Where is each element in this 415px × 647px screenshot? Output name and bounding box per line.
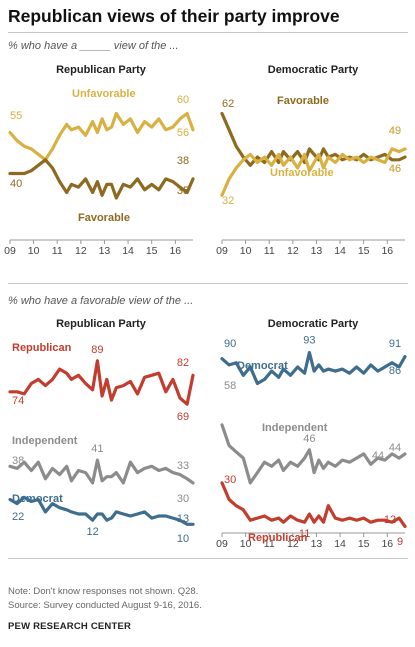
x-tick-label: 12 [287,245,299,257]
x-tick-label: 14 [334,538,346,550]
series-line-unfavorable [8,111,195,162]
data-label-end-high: 44 [389,442,401,454]
data-label-end-high: 38 [177,155,189,167]
source-org-logo: PEW RESEARCH CENTER [8,621,132,632]
series-name-independent: Independent [12,435,78,447]
data-label-end-high: 13 [177,513,189,525]
series-line-independent [8,458,195,485]
x-tick-label: 12 [75,245,87,257]
data-label-peak: 93 [303,334,315,346]
series-line-democrat [220,350,407,386]
x-tick-label: 11 [264,245,275,257]
data-label-start: 55 [10,110,22,122]
x-tick-label: 14 [122,245,134,257]
panel-title-republican-party: Republican Party [56,64,147,76]
x-tick-label: 12 [287,538,299,550]
data-label-end-low: 46 [389,163,401,175]
data-label-start: 58 [224,380,236,392]
data-label-peak: 12 [87,526,99,538]
series-line-democrat [8,495,195,526]
data-label-peak: 41 [91,443,103,455]
x-tick-label: 15 [358,245,370,257]
data-label-end-low: 30 [177,493,189,505]
section-subtitle-bottom: % who have a favorable view of the ... [8,295,194,307]
x-tick-label: 13 [311,245,323,257]
data-label-peak: 46 [303,433,315,445]
x-tick-label: 09 [216,538,228,550]
x-tick-label: 11 [52,245,63,257]
x-tick-label: 09 [216,245,228,257]
series-name-favorable: Favorable [78,212,130,224]
title-divider [8,32,408,33]
series-name-favorable: Favorable [277,95,329,107]
data-label-end-high: 12 [384,514,396,526]
x-tick-label: 14 [334,245,346,257]
series-name-independent: Independent [262,422,328,434]
series-name-democrat: Democrat [237,360,288,372]
series-line-favorable [8,158,195,200]
data-label-end-high: 91 [389,338,401,350]
data-label-end-low: 35 [177,185,189,197]
data-label-start: 30 [224,474,236,486]
series-line-republican [8,359,195,406]
series-name-unfavorable: Unfavorable [270,167,334,179]
data-label-end-low: 44 [372,450,384,462]
data-label-peak: 11 [299,528,310,540]
section-subtitle-top: % who have a _____ view of the ... [8,40,179,52]
panel-title-democratic-party: Democratic Party [268,318,359,330]
data-label-end-low: 10 [177,533,189,545]
series-name-republican: Republican [248,532,308,544]
x-tick-label: 10 [28,245,40,257]
data-label-start: 32 [222,195,234,207]
footer-divider [8,558,408,559]
data-label-end-high: 82 [177,357,189,369]
series-name-unfavorable: Unfavorable [72,88,136,100]
data-label-end-high: 60 [177,94,189,106]
data-label-end-low: 69 [177,411,189,423]
data-label-end-low: 9 [397,536,403,548]
series-line-favorable [220,111,407,167]
data-label-start: 22 [12,511,24,523]
panel-title-democratic-party: Democratic Party [268,64,359,76]
series-name-democrat: Democrat [12,493,63,505]
x-tick-label: 10 [240,538,252,550]
data-label-end-high: 33 [177,460,189,472]
data-label-start: 74 [12,395,24,407]
data-label-peak: 89 [91,344,103,356]
data-label-end-high: 49 [389,125,401,137]
data-label-end-low: 56 [177,127,189,139]
page-title: Republican views of their party improve [8,6,340,26]
x-tick-label: 09 [4,245,16,257]
section-divider [8,283,408,284]
data-label-start: 38 [12,455,24,467]
series-line-republican [220,481,407,529]
data-label-end-low: 86 [389,365,401,377]
panel-title-republican-party: Republican Party [56,318,147,330]
x-tick-label: 13 [99,245,111,257]
data-label-end-low: 46 [389,163,401,175]
data-label-start: 90 [224,338,236,350]
data-label-start: 62 [222,98,234,110]
x-tick-label: 15 [146,245,158,257]
x-tick-label: 11 [264,538,275,550]
note-text: Note: Don't know responses not shown. Q2… [8,586,199,597]
series-line-unfavorable [220,147,407,197]
x-tick-label: 13 [311,538,323,550]
series-line-independent [220,423,407,485]
source-text: Source: Survey conducted August 9-16, 20… [8,600,202,611]
series-name-republican: Republican [12,342,72,354]
x-tick-label: 16 [381,538,393,550]
x-tick-label: 16 [381,245,393,257]
x-tick-label: 10 [240,245,252,257]
data-label-start: 40 [10,178,22,190]
x-tick-label: 15 [358,538,370,550]
x-tick-label: 16 [169,245,181,257]
data-label-end-high: 49 [389,125,401,137]
